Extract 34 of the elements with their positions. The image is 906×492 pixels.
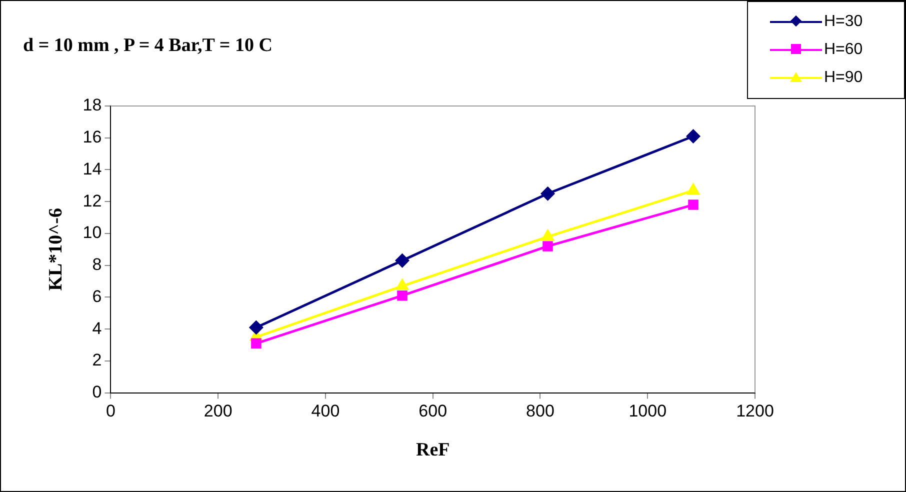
y-axis-title: KL*10^-6 <box>45 208 66 291</box>
point <box>396 279 408 290</box>
point <box>396 254 409 268</box>
point <box>542 241 553 252</box>
y-tick-label: 4 <box>92 318 102 338</box>
point <box>542 230 554 241</box>
x-tick-label: 400 <box>311 402 340 421</box>
point <box>251 338 262 349</box>
y-tick-label: 10 <box>82 223 102 242</box>
y-tick-label: 0 <box>92 382 102 402</box>
legend-label: H=60 <box>824 41 863 59</box>
chart-title: d = 10 mm , P = 4 Bar,T = 10 C <box>23 35 272 57</box>
y-tick-label: 6 <box>92 286 102 306</box>
legend-label: H=30 <box>824 13 863 31</box>
x-axis-title: ReF <box>416 440 450 461</box>
y-tick-label: 14 <box>82 159 102 178</box>
x-tick-label: 800 <box>526 402 554 421</box>
point <box>541 186 555 200</box>
x-tick-label: 200 <box>204 402 232 421</box>
point <box>397 290 408 301</box>
x-tick-label: 1000 <box>628 402 667 421</box>
y-tick-label: 8 <box>92 255 102 274</box>
y-tick-label: 12 <box>82 191 102 210</box>
point <box>249 320 263 334</box>
y-tick-label: 16 <box>82 128 102 147</box>
legend-label: H=90 <box>824 69 863 87</box>
point <box>687 184 700 194</box>
x-tick-label: 600 <box>418 402 448 421</box>
x-tick-label: 1200 <box>736 402 774 421</box>
x-tick-label: 0 <box>106 402 116 421</box>
point <box>686 130 700 144</box>
y-tick-label: 2 <box>92 350 102 370</box>
point <box>688 200 698 210</box>
y-tick-label: 18 <box>82 96 102 115</box>
